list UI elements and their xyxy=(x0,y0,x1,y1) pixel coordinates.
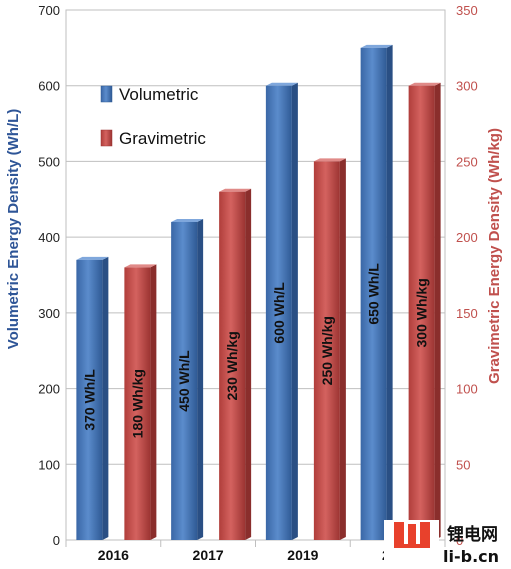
bar-gravimetric xyxy=(219,188,252,540)
y-tick-label-right: 300 xyxy=(456,79,478,94)
bar-side xyxy=(339,158,346,540)
bar-value-label: 230 Wh/kg xyxy=(224,331,240,400)
bar-face xyxy=(313,161,340,540)
bar-face xyxy=(171,222,198,540)
watermark-logo-mark xyxy=(408,524,416,544)
y-tick-label-left: 100 xyxy=(38,457,60,472)
bar-value-label: 370 Wh/L xyxy=(81,369,97,431)
bar-gravimetric xyxy=(313,158,346,540)
legend-swatch-volumetric xyxy=(100,85,113,103)
y-axis-title-right: Gravimetric Energy Density (Wh/kg) xyxy=(486,128,503,384)
legend-swatch-gravimetric xyxy=(100,129,113,147)
y-tick-label-left: 600 xyxy=(38,79,60,94)
bars xyxy=(76,44,441,540)
bar-top xyxy=(171,219,204,222)
bar-side xyxy=(245,188,252,540)
legend: Volumetric Gravimetric xyxy=(100,85,206,148)
y-tick-label-left: 700 xyxy=(38,3,60,18)
bar-value-label: 250 Wh/kg xyxy=(319,316,335,385)
bar-top xyxy=(408,82,441,86)
bar-top xyxy=(76,256,109,260)
y-tick-label-right: 150 xyxy=(456,306,478,321)
bar-face xyxy=(124,267,151,540)
y-tick-label-left: 500 xyxy=(38,154,60,169)
watermark-logo-mark xyxy=(420,522,430,544)
bar-face xyxy=(219,191,246,540)
bar-side xyxy=(386,44,393,540)
watermark: 锂电网 li-b.cn xyxy=(384,520,499,566)
bar-top xyxy=(219,188,252,192)
y-tick-label-right: 0 xyxy=(456,533,463,548)
bar-top xyxy=(265,82,298,86)
y-tick-label-left: 400 xyxy=(38,230,60,245)
bar-volumetric xyxy=(171,219,204,540)
bar-volumetric xyxy=(265,82,298,540)
bar-value-label: 450 Wh/L xyxy=(176,350,192,412)
bar-side xyxy=(197,219,204,540)
y-tick-label-right: 200 xyxy=(456,230,478,245)
legend-label-volumetric: Volumetric xyxy=(119,85,199,104)
y-tick-label-right: 100 xyxy=(456,382,478,397)
bar-gravimetric xyxy=(124,264,157,540)
bar-value-label: 600 Wh/L xyxy=(271,282,287,344)
bar-volumetric xyxy=(360,44,393,540)
bar-top xyxy=(124,264,157,268)
y-tick-label-left: 300 xyxy=(38,306,60,321)
bar-side xyxy=(291,82,298,540)
bar-value-label: 650 Wh/L xyxy=(366,263,382,325)
watermark-url-text: li-b.cn xyxy=(443,547,499,566)
bar-face xyxy=(265,85,292,540)
y-tick-label-right: 250 xyxy=(456,154,478,169)
x-tick-label: 2019 xyxy=(287,547,318,563)
bar-volumetric xyxy=(76,256,109,540)
bar-value-labels: 370 Wh/L 450 Wh/L 600 Wh/L 650 Wh/L 180 Wh/k… xyxy=(81,263,429,439)
y-tick-label-right: 350 xyxy=(456,3,478,18)
bar-gravimetric xyxy=(408,82,441,540)
bar-face xyxy=(76,259,103,540)
watermark-logo-text: 锂电网 xyxy=(447,524,498,545)
y-axis-title-left: Volumetric Energy Density (Wh/L) xyxy=(5,109,22,350)
bar-value-label: 300 Wh/kg xyxy=(414,278,430,347)
y-tick-label-left: 0 xyxy=(53,533,60,548)
bar-side xyxy=(150,264,157,540)
y-tick-label-left: 200 xyxy=(38,382,60,397)
bar-value-label: 180 Wh/kg xyxy=(129,369,145,438)
bar-top xyxy=(360,44,393,48)
watermark-logo-mark xyxy=(394,544,430,548)
watermark-logo-mark xyxy=(394,522,404,544)
bar-side xyxy=(102,256,109,540)
legend-label-gravimetric: Gravimetric xyxy=(119,129,206,148)
x-tick-label: 2016 xyxy=(98,547,129,563)
bar-face xyxy=(360,47,387,540)
y-tick-label-right: 50 xyxy=(456,457,470,472)
x-tick-label: 2017 xyxy=(193,547,224,563)
bar-side xyxy=(434,82,441,540)
bar-top xyxy=(313,158,346,162)
bar-face xyxy=(408,85,435,540)
